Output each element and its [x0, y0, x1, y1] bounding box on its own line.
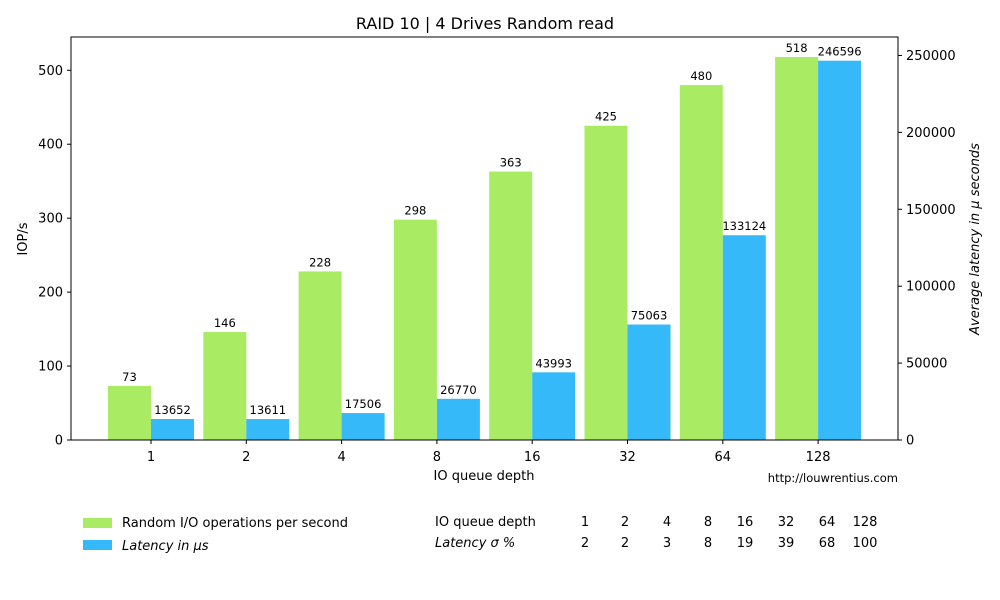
table-depth-128: 128: [853, 515, 878, 530]
data-label-latency-4: 17506: [345, 397, 382, 411]
bar-iops-1: [108, 386, 151, 440]
bar-latency-64: [722, 235, 766, 440]
legend-label-latency: Latency in μs: [122, 539, 209, 554]
y-right-tick-label-150000: 150000: [906, 203, 956, 218]
x-tick-label-32: 32: [619, 450, 636, 465]
x-tick-label-4: 4: [337, 450, 345, 465]
bar-iops-64: [679, 85, 723, 441]
x-tick-label-128: 128: [806, 450, 831, 465]
data-label-iops-64: 480: [690, 69, 712, 83]
y-right-axis-label: Average latency in μ seconds: [968, 143, 983, 336]
table-sigma-1: 2: [581, 536, 589, 551]
y-left-tick-label-0: 0: [55, 434, 63, 449]
table-sigma-8: 8: [704, 536, 712, 551]
data-label-latency-2: 13611: [250, 403, 287, 417]
x-tick-label-16: 16: [524, 450, 541, 465]
table-sigma-128: 100: [853, 536, 878, 551]
bar-latency-32: [627, 324, 671, 440]
data-label-iops-128: 518: [786, 41, 808, 55]
legend-swatch-latency: [83, 540, 112, 550]
table-sigma-4: 3: [663, 536, 671, 551]
table-sigma-2: 2: [621, 536, 629, 551]
bar-iops-128: [775, 56, 819, 440]
data-label-latency-64: 133124: [722, 219, 766, 233]
table-sigma-16: 19: [737, 536, 754, 551]
chart-title: RAID 10 | 4 Drives Random read: [356, 14, 614, 33]
y-left-axis-ticks: 0 100 200 300 400 500: [38, 64, 71, 449]
bar-iops-32: [584, 125, 628, 440]
data-label-iops-32: 425: [595, 110, 617, 124]
y-left-tick-label-500: 500: [38, 64, 63, 79]
data-label-latency-1: 13652: [154, 403, 191, 417]
plot-frame: [70, 36, 899, 441]
bar-iops-2: [203, 332, 247, 440]
source-url: http://louwrentius.com: [768, 471, 898, 485]
y-right-tick-label-100000: 100000: [906, 280, 956, 295]
table-row1-label: IO queue depth: [435, 515, 536, 530]
table-sigma-32: 39: [778, 536, 795, 551]
bar-latency-128: [818, 60, 862, 440]
y-right-tick-label-0: 0: [906, 434, 914, 449]
y-left-tick-label-300: 300: [38, 212, 63, 227]
y-right-tick-label-200000: 200000: [906, 126, 956, 141]
data-label-iops-8: 298: [404, 204, 426, 218]
y-right-tick-label-50000: 50000: [906, 357, 947, 372]
bar-latency-2: [246, 419, 290, 440]
latency-table-values: 1 2 4 8 16 32 64 128 2 2 3 8 19 39 68 100: [581, 515, 878, 551]
y-right-axis-ticks: 0 50000 100000 150000 200000 250000: [898, 49, 956, 449]
bar-iops-8: [393, 219, 437, 440]
data-label-latency-32: 75063: [631, 309, 668, 323]
legend-label-iops: Random I/O operations per second: [122, 516, 348, 531]
data-label-latency-128: 246596: [818, 45, 862, 59]
table-depth-32: 32: [778, 515, 795, 530]
table-depth-64: 64: [819, 515, 836, 530]
table-depth-1: 1: [581, 515, 589, 530]
x-tick-label-8: 8: [433, 450, 441, 465]
data-label-iops-4: 228: [309, 255, 331, 269]
bar-latency-1: [151, 419, 194, 440]
bars-group: [108, 56, 862, 441]
bar-latency-4: [341, 413, 385, 440]
x-axis-label: IO queue depth: [434, 469, 535, 484]
data-label-iops-16: 363: [500, 156, 522, 170]
data-label-iops-1: 73: [122, 370, 137, 384]
y-right-tick-label-250000: 250000: [906, 49, 956, 64]
data-label-iops-2: 146: [214, 316, 236, 330]
legend-swatch-iops: [83, 518, 112, 528]
bar-iops-16: [489, 171, 533, 440]
table-depth-16: 16: [737, 515, 754, 530]
x-tick-label-2: 2: [242, 450, 250, 465]
x-tick-label-1: 1: [147, 450, 155, 465]
y-left-axis-label: IOP/s: [16, 222, 31, 255]
bar-iops-4: [298, 271, 342, 440]
data-label-latency-16: 43993: [535, 356, 572, 370]
data-label-latency-8: 26770: [440, 383, 477, 397]
table-depth-4: 4: [663, 515, 671, 530]
table-depth-2: 2: [621, 515, 629, 530]
bar-latency-16: [532, 372, 576, 440]
y-left-tick-label-400: 400: [38, 138, 63, 153]
y-left-tick-label-100: 100: [38, 360, 63, 375]
x-axis-ticks: 1 2 4 8 16 32 64 128: [147, 440, 831, 465]
table-row2-label: Latency σ %: [435, 536, 515, 551]
y-left-tick-label-200: 200: [38, 286, 63, 301]
table-sigma-64: 68: [819, 536, 836, 551]
bar-latency-8: [436, 398, 480, 440]
x-tick-label-64: 64: [715, 450, 732, 465]
table-depth-8: 8: [704, 515, 712, 530]
data-labels-group: 73 13652 146 13611 228 17506 298 26770 363 43993 4…: [122, 41, 861, 417]
